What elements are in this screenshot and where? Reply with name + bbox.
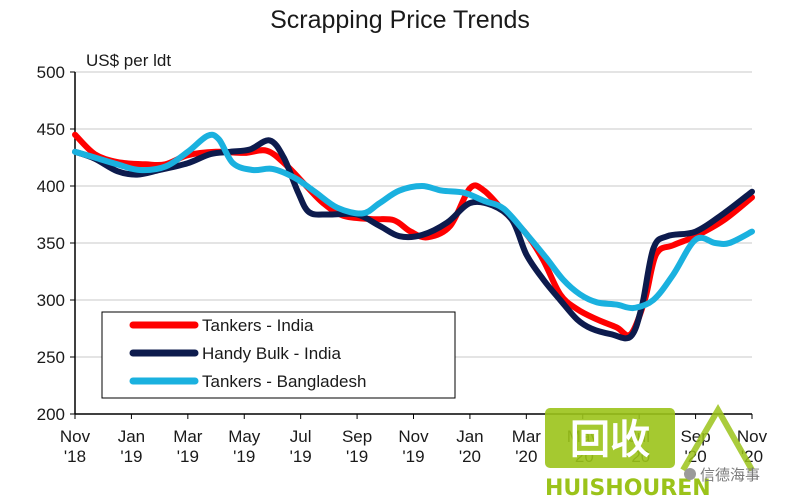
watermark: 回收 HUISHOUREN 信德海事 — [545, 403, 760, 500]
x-tick-year-7: '20 — [459, 447, 481, 466]
watermark-logo-box — [545, 408, 675, 468]
chart-title: Scrapping Price Trends — [270, 6, 530, 34]
x-tick-year-3: '19 — [233, 447, 255, 466]
x-tick-year-5: '19 — [346, 447, 368, 466]
x-tick-year-4: '19 — [290, 447, 312, 466]
y-tick-labels: 200 250 300 350 400 450 500 — [37, 63, 75, 424]
y-tick-label-250: 250 — [37, 348, 65, 367]
x-tick-month-5: Sep — [342, 427, 372, 446]
series-line-tankers-bangladesh — [72, 131, 755, 312]
watermark-logo-text: 回收 — [570, 417, 650, 463]
legend-label-tankers-bangladesh: Tankers - Bangladesh — [202, 372, 366, 391]
legend: Tankers - India Handy Bulk - India Tanke… — [101, 311, 456, 399]
x-tick-year-8: '20 — [515, 447, 537, 466]
x-tick-month-4: Jul — [290, 427, 312, 446]
x-tick-month-0: Nov — [60, 427, 91, 446]
x-tick-month-12: Nov — [737, 427, 768, 446]
x-tick-year-2: '19 — [177, 447, 199, 466]
grid-lines — [75, 71, 752, 358]
y-tick-label-300: 300 — [37, 291, 65, 310]
series-line-handy-bulk-india — [72, 137, 755, 342]
y-tick-label-400: 400 — [37, 177, 65, 196]
legend-label-handy-bulk-india: Handy Bulk - India — [202, 344, 341, 363]
x-tick-year-1: '19 — [120, 447, 142, 466]
x-tick-month-3: May — [228, 427, 261, 446]
x-tick-month-7: Jan — [456, 427, 483, 446]
y-tick-label-350: 350 — [37, 234, 65, 253]
x-tick-month-8: Mar — [512, 427, 542, 446]
y-axis-unit-label: US$ per ldt — [86, 51, 171, 70]
watermark-wechat-text: 信德海事 — [700, 466, 760, 484]
legend-label-tankers-india: Tankers - India — [202, 316, 314, 335]
x-tick-year-6: '19 — [402, 447, 424, 466]
x-tick-month-1: Jan — [118, 427, 145, 446]
x-tick-month-2: Mar — [173, 427, 203, 446]
watermark-peak-icon — [680, 403, 755, 472]
x-tick-month-6: Nov — [398, 427, 429, 446]
y-tick-label-200: 200 — [37, 405, 65, 424]
y-tick-label-450: 450 — [37, 120, 65, 139]
watermark-brand-text: HUISHOUREN — [545, 476, 711, 500]
wechat-icon — [684, 468, 696, 480]
x-tick-year-0: '18 — [64, 447, 86, 466]
y-tick-label-500: 500 — [37, 63, 65, 82]
series-lines — [72, 131, 755, 342]
